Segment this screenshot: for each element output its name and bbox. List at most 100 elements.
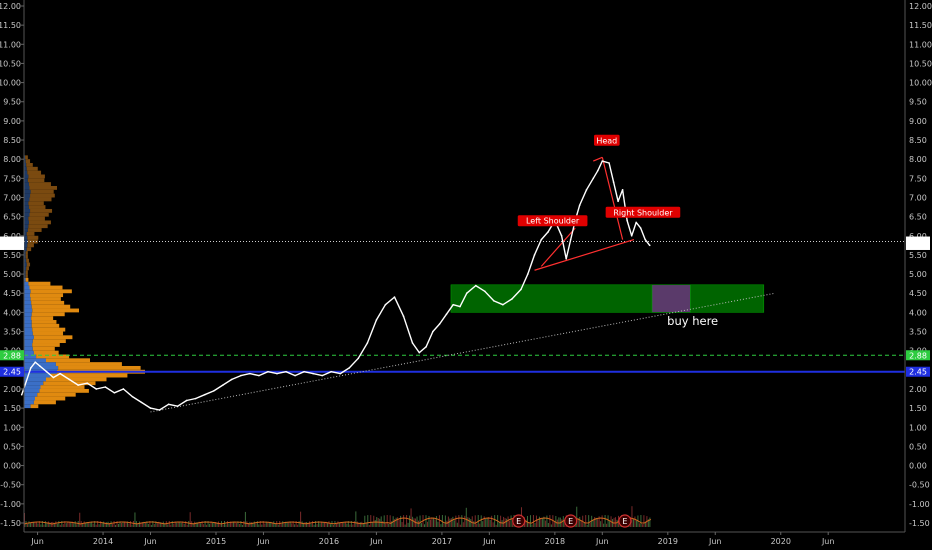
x-tick-label: 2015	[206, 537, 226, 546]
volume-bar	[500, 515, 502, 527]
profile-buy-bar	[24, 350, 34, 355]
y-tick-label-left: 7.00	[3, 193, 21, 202]
volume-bar	[59, 524, 61, 527]
volume-bar	[471, 516, 473, 527]
annotation-badge	[605, 206, 681, 218]
x-tick-label: 2014	[93, 537, 113, 546]
profile-buy-bar	[24, 178, 28, 183]
profile-sell-bar	[31, 304, 71, 309]
volume-bar	[400, 515, 402, 527]
volume-bar	[101, 523, 103, 527]
volume-bar	[295, 521, 297, 527]
volume-bar	[89, 522, 91, 527]
price-point	[20, 393, 23, 396]
volume-bar	[137, 523, 139, 527]
volume-bar	[209, 523, 211, 527]
y-tick-label-left: 2.00	[3, 385, 21, 394]
volume-bar	[122, 521, 124, 527]
volume-bar	[329, 524, 331, 527]
profile-buy-bar	[24, 216, 29, 221]
profile-buy-bar	[24, 316, 32, 321]
volume-bar	[67, 521, 69, 527]
volume-bar	[465, 507, 467, 527]
profile-sell-bar	[25, 277, 29, 282]
x-tick-label: Jun	[482, 537, 496, 546]
volume-bar	[332, 524, 334, 527]
y-tick-label-left: 10.00	[0, 79, 21, 88]
volume-bar	[340, 521, 342, 527]
x-tick-label: 2017	[432, 537, 452, 546]
y-tick-label-left: -1.00	[0, 500, 21, 509]
volume-bar	[609, 521, 611, 527]
price-point	[294, 374, 296, 377]
profile-sell-bar	[37, 392, 76, 397]
volume-bar	[50, 522, 52, 527]
price-point	[194, 397, 197, 400]
price-point	[418, 351, 421, 354]
x-tick-label: Jun	[821, 537, 835, 546]
volume-bar	[382, 521, 384, 527]
profile-buy-bar	[24, 281, 29, 286]
profile-sell-bar	[30, 289, 72, 294]
price-point	[339, 372, 342, 375]
y-tick-label-left: 0.00	[3, 462, 21, 471]
volume-bar	[538, 516, 540, 527]
volume-bar	[140, 522, 142, 527]
volume-bar	[40, 524, 42, 527]
volume-bar	[491, 515, 493, 527]
volume-bar	[449, 518, 451, 527]
profile-sell-bar	[25, 155, 28, 160]
profile-buy-bar	[24, 197, 30, 202]
volume-bar	[388, 523, 390, 527]
volume-bar	[186, 524, 188, 527]
volume-bar	[167, 524, 169, 527]
profile-buy-bar	[24, 392, 38, 397]
volume-bar	[268, 522, 270, 527]
volume-bar	[410, 508, 412, 527]
volume-bar	[401, 522, 403, 527]
price-point	[149, 407, 152, 409]
earnings-marker-label: E	[568, 517, 573, 526]
annotation-text: buy here	[667, 314, 718, 328]
profile-sell-bar	[46, 358, 90, 363]
profile-buy-bar	[24, 228, 28, 232]
volume-bar	[183, 523, 185, 527]
volume-bar	[297, 524, 299, 527]
y-tick-label-right: 12.00	[909, 2, 932, 11]
profile-buy-bar	[24, 362, 56, 366]
volume-bar	[201, 521, 203, 527]
volume-bar	[359, 522, 361, 527]
profile-buy-bar	[24, 320, 32, 324]
price-point	[474, 284, 477, 287]
volume-bar	[509, 520, 511, 527]
price-point	[113, 391, 116, 394]
volume-bar	[44, 521, 46, 527]
volume-bar	[577, 518, 579, 527]
profile-buy-bar	[24, 297, 31, 301]
profile-sell-bar	[32, 346, 55, 351]
volume-bar	[182, 521, 184, 527]
volume-bar	[473, 521, 475, 527]
volume-bar	[35, 521, 37, 527]
annotation-badge-label: Left Shoulder	[526, 217, 580, 226]
volume-bar	[503, 516, 505, 527]
volume-bar	[452, 516, 454, 527]
profile-buy-bar	[24, 304, 32, 309]
volume-bar	[168, 521, 170, 527]
volume-bar	[291, 523, 293, 527]
y-tick-label-right: 2.00	[909, 385, 927, 394]
profile-sell-bar	[28, 182, 51, 186]
profile-sell-bar	[39, 388, 89, 393]
profile-sell-bar	[28, 174, 45, 179]
price-point	[176, 405, 179, 407]
volume-bar	[131, 524, 133, 527]
profile-sell-bar	[25, 159, 31, 164]
profile-buy-bar	[24, 231, 27, 236]
profile-buy-bar	[24, 220, 29, 225]
price-point	[221, 384, 224, 386]
volume-bar	[588, 515, 590, 527]
volume-bar	[534, 522, 536, 527]
price-point	[77, 384, 80, 386]
